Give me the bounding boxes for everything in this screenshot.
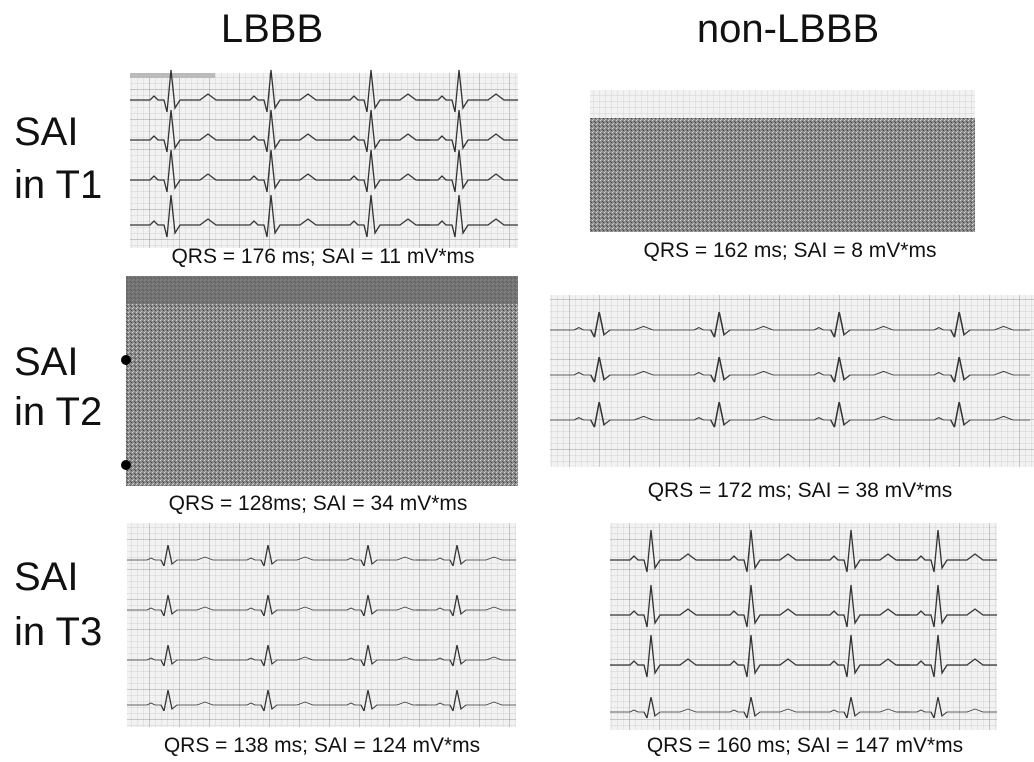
ecg-image bbox=[121, 276, 518, 486]
row-label: in T1 bbox=[14, 163, 102, 207]
ecg-image bbox=[126, 523, 517, 727]
ecg-image bbox=[549, 295, 1034, 467]
column-header: LBBB bbox=[221, 7, 323, 51]
caption: QRS = 160 ms; SAI = 147 mV*ms bbox=[647, 734, 963, 757]
row-label: SAI bbox=[14, 555, 78, 599]
caption: QRS = 172 ms; SAI = 38 mV*ms bbox=[648, 479, 953, 502]
caption: QRS = 162 ms; SAI = 8 mV*ms bbox=[644, 239, 937, 262]
caption: QRS = 176 ms; SAI = 11 mV*ms bbox=[171, 245, 474, 268]
row-label: SAI bbox=[14, 110, 78, 154]
row-label: SAI bbox=[14, 340, 78, 384]
caption: QRS = 128ms; SAI = 34 mV*ms bbox=[169, 492, 468, 515]
ecg-image bbox=[609, 523, 998, 730]
row-label: in T3 bbox=[14, 610, 102, 654]
column-header: non-LBBB bbox=[697, 7, 879, 51]
ecg-image bbox=[129, 69, 519, 248]
row-label: in T2 bbox=[14, 390, 102, 434]
ecg-image bbox=[590, 90, 975, 232]
caption: QRS = 138 ms; SAI = 124 mV*ms bbox=[164, 734, 480, 757]
